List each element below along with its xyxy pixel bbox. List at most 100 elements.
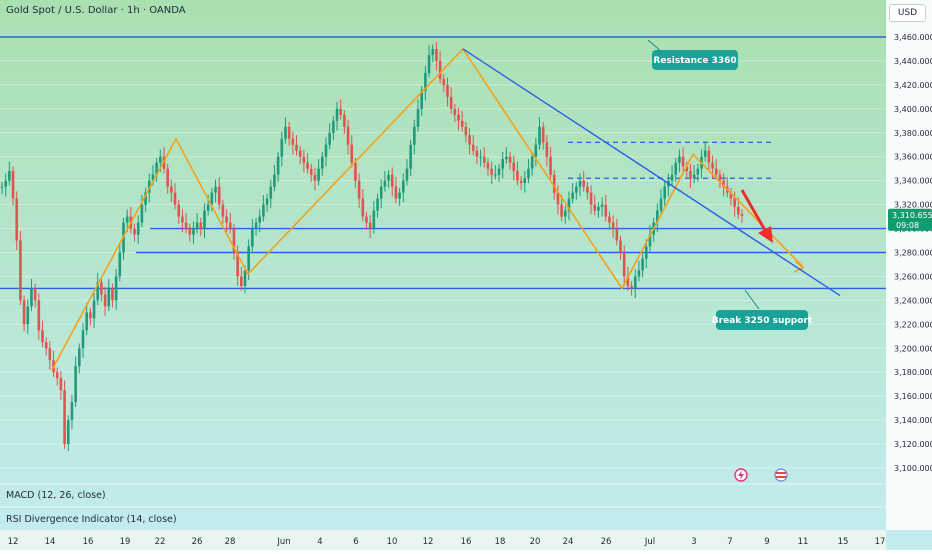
candle-body: [648, 234, 652, 247]
time-tick-label: 12: [8, 537, 19, 547]
candle-body: [55, 372, 59, 379]
candle-body: [243, 270, 247, 287]
candle-body: [74, 366, 77, 403]
candle-body: [354, 162, 357, 181]
candle-body: [685, 166, 689, 172]
price-tick-label: 3,420.000: [894, 81, 932, 90]
time-tick-label: 18: [495, 537, 506, 547]
candle-body: [637, 270, 641, 277]
candle-body: [291, 138, 295, 145]
symbol-title: Gold Spot / U.S. Dollar · 1h · OANDA: [6, 5, 186, 16]
time-tick-label: 26: [192, 537, 203, 547]
time-tick-label: 24: [563, 537, 574, 547]
candle-body: [420, 90, 424, 109]
candle-body: [214, 186, 217, 193]
candle-body: [225, 216, 228, 223]
candle-body: [335, 108, 339, 121]
time-tick-label: 4: [317, 537, 322, 547]
candle-body: [479, 156, 482, 158]
candle-body: [221, 204, 225, 217]
red-arrow-head: [758, 226, 773, 243]
candle-body: [626, 276, 630, 287]
price-tick-label: 3,180.000: [894, 368, 932, 377]
candle-body: [449, 96, 453, 109]
candle-body: [641, 258, 644, 271]
candle-body: [320, 156, 324, 169]
time-tick-label: 12: [423, 537, 434, 547]
candle-body: [563, 210, 567, 217]
candle-body: [258, 216, 262, 223]
candle-body: [170, 186, 173, 193]
currency-button[interactable]: USD: [889, 4, 926, 22]
candle-body: [111, 288, 114, 301]
candle-body: [519, 180, 523, 184]
red-arrow-shaft: [740, 189, 768, 233]
candle-body: [512, 162, 516, 172]
candle-body: [324, 144, 328, 157]
lightning-glyph: [738, 470, 744, 480]
orange-arrowhead: [793, 260, 805, 273]
candle-body: [508, 156, 512, 163]
candle-body: [298, 150, 302, 157]
candle-body: [431, 48, 435, 55]
candle-body: [597, 207, 600, 211]
candle-body: [332, 120, 335, 133]
last-price-tag: [888, 208, 932, 231]
candle-body: [527, 168, 530, 179]
candle-body: [692, 174, 696, 179]
candle-body: [306, 162, 309, 169]
candle-body: [619, 240, 622, 253]
candle-body: [541, 126, 545, 143]
candle-body: [100, 282, 103, 295]
candle-body: [59, 378, 63, 391]
candle-body: [711, 162, 714, 169]
candle-body: [390, 174, 394, 187]
candle-body: [96, 282, 100, 301]
candle-body: [560, 204, 563, 217]
candle-body: [567, 198, 571, 211]
candle-body: [681, 156, 685, 167]
flag-stripe: [776, 472, 786, 474]
candle-body: [217, 186, 221, 205]
price-axis: 3,460.000 3,440.000 3,420.000 3,400.000 3,38…: [894, 33, 932, 473]
candle-body: [571, 192, 574, 199]
candle-body: [413, 126, 416, 145]
candle-body: [125, 216, 129, 223]
resistance-label-box: [652, 50, 738, 70]
candle-body: [173, 192, 177, 205]
candle-body: [501, 159, 504, 169]
candle-body: [206, 204, 210, 211]
candle-body: [556, 192, 560, 205]
candle-body: [155, 162, 158, 175]
candle-body: [593, 204, 597, 211]
candle-body: [228, 222, 232, 229]
price-tick-label: 3,280.000: [894, 249, 932, 258]
support-pointer: [744, 289, 760, 310]
candle-body: [670, 174, 674, 181]
candle-body: [516, 171, 519, 181]
last-price-value: 3,310.655: [892, 211, 932, 220]
time-tick-label: 3: [691, 537, 696, 547]
candle-body: [398, 192, 401, 199]
time-tick-label: 15: [838, 537, 849, 547]
price-tick-label: 3,140.000: [894, 416, 932, 425]
candle-body: [147, 180, 151, 193]
candle-body: [346, 126, 350, 145]
candle-body: [733, 198, 736, 208]
price-tick-label: 3,160.000: [894, 392, 932, 401]
candle-body: [361, 198, 365, 217]
candle-body: [494, 174, 497, 176]
candle-body: [210, 192, 214, 205]
time-tick-label: 26: [601, 537, 612, 547]
flag-stripe: [776, 476, 786, 478]
candle-body: [195, 222, 199, 229]
candle-body: [247, 246, 250, 271]
price-tick-label: 3,260.000: [894, 272, 932, 281]
candle-body: [184, 222, 188, 229]
candle-body: [689, 171, 692, 179]
candle-body: [107, 288, 111, 307]
candle-body: [15, 198, 19, 241]
